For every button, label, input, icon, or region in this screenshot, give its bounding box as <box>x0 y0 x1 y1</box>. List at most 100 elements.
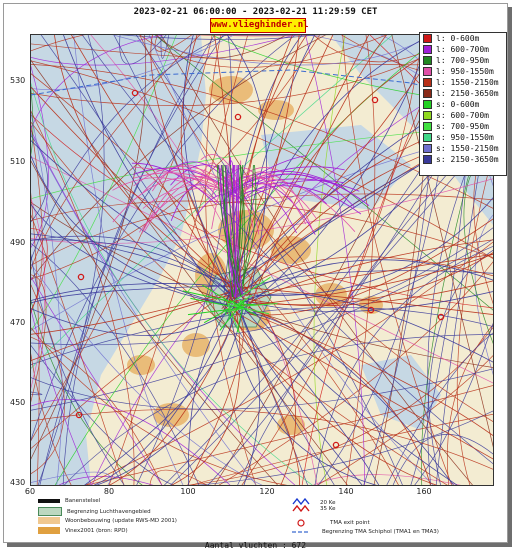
ke-labels: 20 Ke 35 Ke <box>320 500 335 512</box>
flight-track <box>237 182 327 205</box>
flight-track <box>31 201 493 368</box>
flight-track <box>232 309 493 460</box>
airport-swatch <box>38 507 62 516</box>
legend-swatch <box>423 155 432 164</box>
legend-label: l: 2150-3650m <box>436 89 499 98</box>
flight-track <box>160 35 473 485</box>
altitude-legend: l: 0-600m l: 600-700m l: 700-950m l: 950-15… <box>419 32 507 176</box>
flight-track <box>95 306 245 485</box>
legend-label: l: 600-700m <box>436 45 489 54</box>
flight-track <box>242 314 363 485</box>
flight-track <box>242 306 380 485</box>
flight-track <box>241 35 423 485</box>
tma-exit-marker <box>75 411 83 419</box>
flight-track <box>150 35 234 290</box>
legend-label: s: 0-600m <box>436 100 480 109</box>
legend-swatch <box>423 111 432 120</box>
flight-track <box>230 167 287 187</box>
flight-track <box>84 313 234 485</box>
flight-track <box>31 59 348 485</box>
flight-track <box>31 368 493 410</box>
key-tma-exit: TMA exit point <box>296 518 370 528</box>
legend-item: s: 1550-2150m <box>420 143 506 154</box>
flight-track <box>229 299 257 317</box>
flight-track <box>31 35 493 52</box>
flight-track <box>31 35 166 130</box>
key-vinex: Vinex2001 (bron: RPD) <box>38 527 128 534</box>
urban-areas <box>127 76 383 435</box>
flight-track <box>218 164 235 298</box>
flight-track <box>73 35 184 485</box>
flight-track <box>243 280 493 307</box>
legend-label: l: 0-600m <box>436 34 480 43</box>
flight-track <box>240 295 458 485</box>
key-tma-boundary: Begrenzing TMA Schiphol (TMA1 en TMA3) <box>292 529 439 535</box>
x-tick-label: 120 <box>259 487 275 496</box>
flight-track <box>170 130 493 485</box>
flight-track <box>226 300 240 334</box>
flight-track <box>241 303 255 306</box>
flight-track <box>225 297 431 485</box>
flight-track <box>63 35 241 308</box>
flight-track <box>58 476 154 485</box>
flight-track <box>31 124 493 200</box>
flight-track <box>81 35 493 465</box>
flight-track <box>225 35 433 308</box>
y-tick-label: 510 <box>10 157 26 166</box>
legend-swatch <box>423 67 432 76</box>
legend-swatch <box>423 89 432 98</box>
legend-item: l: 600-700m <box>420 44 506 55</box>
flight-track <box>85 241 493 485</box>
flight-track <box>246 311 454 485</box>
flight-track <box>112 177 220 203</box>
flight-track <box>31 214 125 485</box>
legend-item: s: 0-600m <box>420 99 506 110</box>
flight-track <box>31 408 493 470</box>
flight-track <box>31 86 34 156</box>
flight-track <box>196 193 245 217</box>
x-tick-label: 100 <box>180 487 196 496</box>
flight-track <box>190 297 228 307</box>
y-tick-label: 450 <box>10 398 26 407</box>
flight-track <box>64 334 493 485</box>
legend-label: s: 700-950m <box>436 122 489 131</box>
legend-swatch <box>423 45 432 54</box>
flight-track <box>170 183 217 221</box>
flight-track <box>31 82 313 485</box>
flight-track <box>139 35 387 68</box>
flight-track <box>93 301 236 485</box>
legend-label: l: 1550-2150m <box>436 78 499 87</box>
flight-track <box>235 303 278 308</box>
flight-track <box>392 434 493 485</box>
site-link[interactable]: www.vlieghinder.nl <box>210 18 309 33</box>
flight-track <box>31 293 243 362</box>
page-title: 2023-02-21 06:00:00 - 2023-02-21 11:29:5… <box>133 7 378 17</box>
x-tick-label: 140 <box>338 487 354 496</box>
flight-track <box>31 35 327 281</box>
flight-track <box>132 172 236 192</box>
tma-exit-marker <box>332 441 340 449</box>
legend-swatch <box>423 144 432 153</box>
tma-exit-marker <box>234 113 242 121</box>
tma-exit-icon <box>297 519 305 527</box>
flight-track <box>112 177 226 223</box>
flight-track <box>227 270 493 295</box>
flight-track <box>219 300 245 331</box>
legend-item: l: 1550-2150m <box>420 77 506 88</box>
y-tick-label: 490 <box>10 238 26 247</box>
y-tick-label: 470 <box>10 318 26 327</box>
flight-track <box>474 214 493 376</box>
key-label: Begrenzing Luchthavengebied <box>67 508 151 515</box>
flight-track <box>31 391 43 396</box>
flight-track <box>236 299 242 310</box>
legend-label: l: 700-950m <box>436 56 489 65</box>
flight-track <box>188 303 233 485</box>
legend-item: s: 2150-3650m <box>420 154 506 165</box>
flight-track <box>386 332 493 485</box>
key-label: Begrenzing TMA Schiphol (TMA1 en TMA3) <box>322 529 439 535</box>
flight-track-map <box>30 34 494 486</box>
flight-track <box>190 35 324 37</box>
flight-track <box>235 253 493 307</box>
legend-label: s: 950-1550m <box>436 133 494 142</box>
flight-track <box>242 185 362 215</box>
